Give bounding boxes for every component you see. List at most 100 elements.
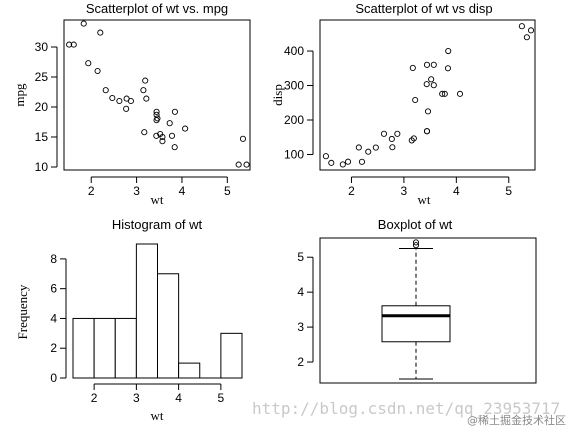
data-point (527, 27, 535, 34)
panel-wt-disp-x-axis: 2 3 4 5 (348, 176, 512, 198)
panel-histogram-ylabel: Frequency (15, 284, 30, 339)
panel-histogram-y-tick-label: 2 (50, 341, 57, 355)
panel-boxplot-y-tick-label: 3 (297, 320, 304, 334)
data-point (116, 97, 123, 105)
data-point (109, 94, 116, 102)
panel-wt-mpg-y-tick-label: 30 (35, 40, 49, 54)
panel-wt-disp-y-tick-label: 100 (284, 147, 304, 161)
panel-wt-disp-y-axis: 100 200 300 400 (284, 44, 314, 161)
data-point (70, 41, 77, 48)
data-point (358, 158, 366, 165)
histogram-bar (135, 243, 158, 379)
panel-wt-disp-ylabel: disp (270, 84, 285, 106)
data-point (380, 130, 388, 137)
histogram-bar (93, 317, 116, 379)
data-point (408, 137, 415, 144)
data-point (239, 135, 247, 142)
data-point (518, 23, 525, 30)
data-point (153, 132, 160, 139)
panel-boxplot: Boxplot of wt 2 3 4 5 (297, 217, 537, 384)
panel-wt-mpg-x-tick-label: 5 (224, 184, 231, 198)
panel-wt-mpg-y-tick-label: 25 (35, 70, 49, 84)
histogram-bar (178, 362, 201, 379)
data-point (365, 148, 372, 155)
data-point (166, 120, 173, 127)
data-point (424, 108, 432, 115)
panel-histogram-y-tick-label: 8 (50, 252, 57, 266)
watermark-credit: @稀土掘金技术社区 (467, 413, 566, 427)
panel-wt-mpg-x-tick-label: 2 (88, 184, 95, 198)
panel-boxplot-y-axis: 2 3 4 5 (297, 250, 314, 369)
panel-wt-mpg-x-axis: 2 3 4 5 (88, 176, 231, 198)
panel-wt-mpg: Scatterplot of wt vs. mpg 2 3 4 5 10 15 20 25 3… (12, 1, 251, 207)
histogram-bar (157, 273, 180, 379)
panel-boxplot-frame (319, 237, 537, 384)
panel-wt-disp-frame (319, 19, 536, 171)
data-point (430, 82, 437, 89)
data-point (243, 161, 250, 168)
panel-wt-disp-y-tick-label: 400 (284, 44, 304, 58)
data-point (80, 20, 87, 27)
panel-histogram-x-tick-label: 4 (175, 391, 182, 405)
data-point (123, 95, 130, 102)
data-point (322, 153, 329, 160)
panel-wt-mpg-x-tick-label: 3 (133, 184, 140, 198)
data-point (355, 144, 362, 151)
data-point (168, 132, 176, 139)
data-point (394, 130, 401, 137)
data-point (171, 108, 178, 115)
panel-boxplot-title: Boxplot of wt (378, 217, 453, 232)
panel-histogram-bars (72, 243, 243, 379)
data-point (423, 61, 431, 68)
data-point (410, 135, 417, 142)
panel-wt-mpg-y-axis: 10 15 20 25 30 (35, 40, 58, 174)
panel-wt-disp-x-tick-label: 5 (505, 184, 512, 198)
panel-wt-disp-xlabel: wt (418, 192, 431, 207)
data-point (339, 161, 346, 168)
data-point (409, 64, 416, 71)
panel-wt-mpg-x-tick-label: 4 (179, 184, 186, 198)
panel-wt-mpg-frame (63, 19, 251, 171)
data-point (441, 90, 448, 97)
data-point (388, 135, 395, 143)
panel-histogram-y-axis: 0 2 4 6 8 (50, 252, 67, 385)
watermark-url: http://blog.csdn.net/qq_23953717 (252, 399, 560, 418)
data-point (153, 117, 160, 124)
outlier-point (412, 239, 420, 246)
panel-wt-disp-x-tick-label: 3 (401, 184, 408, 198)
data-point (444, 65, 452, 72)
data-point (523, 34, 530, 41)
panel-wt-disp-x-tick-label: 2 (348, 184, 355, 198)
data-point (372, 144, 379, 151)
data-point (123, 105, 130, 112)
data-point (389, 144, 396, 151)
data-point (141, 129, 148, 136)
histogram-bar (220, 332, 243, 379)
panel-boxplot-box (381, 239, 451, 380)
data-point (439, 90, 446, 97)
panel-wt-disp-y-tick-label: 200 (284, 113, 304, 127)
panel-wt-mpg-ylabel: mpg (12, 83, 27, 107)
data-point (159, 133, 166, 141)
data-point (85, 60, 92, 67)
panel-boxplot-y-tick-label: 4 (297, 285, 304, 299)
panel-histogram-y-tick-label: 4 (50, 311, 57, 325)
box-iqr (381, 305, 451, 343)
panel-wt-mpg-points (66, 20, 250, 168)
data-point (102, 87, 109, 94)
panel-histogram-title: Histogram of wt (112, 217, 203, 232)
data-point (430, 61, 437, 68)
panel-wt-mpg-y-tick-label: 15 (35, 130, 49, 144)
data-point (143, 95, 150, 102)
data-point (235, 161, 242, 168)
data-point (66, 41, 73, 48)
histogram-bar (114, 317, 137, 379)
data-point (182, 125, 189, 132)
data-point (456, 90, 464, 97)
panel-histogram-xlabel: wt (151, 408, 164, 423)
panel-histogram-y-tick-label: 6 (50, 282, 57, 296)
data-point (140, 87, 147, 94)
panel-wt-disp-title: Scatterplot of wt vs disp (355, 1, 492, 16)
data-point (412, 96, 419, 104)
